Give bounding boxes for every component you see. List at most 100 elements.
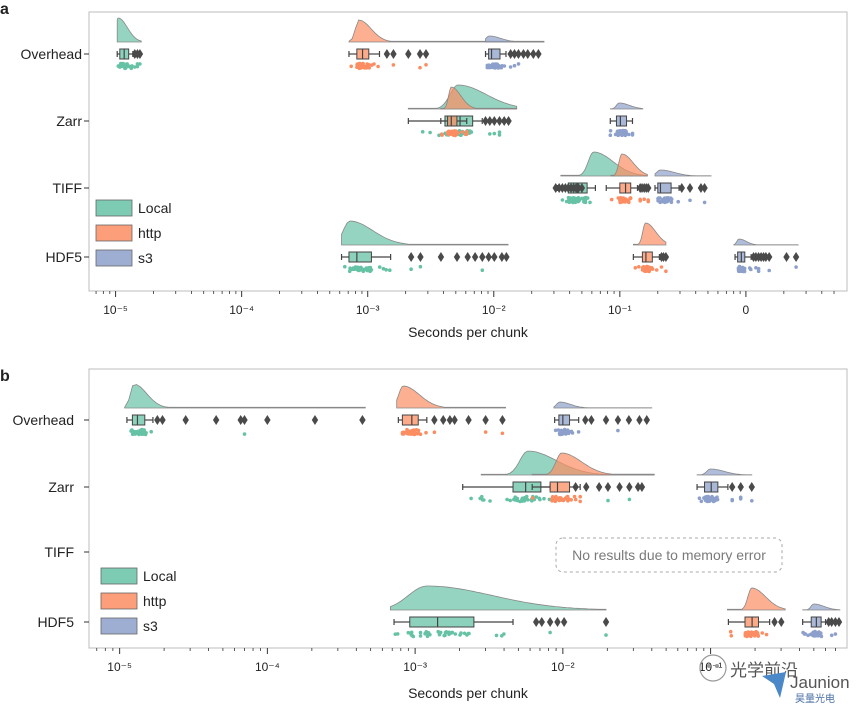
rain-point [609,197,614,202]
group-zarr-s3 [696,468,755,504]
rain-point [347,269,352,274]
rain-point [560,198,565,202]
rain-point [508,498,512,503]
rain-point [760,631,765,635]
rain-point [482,498,486,502]
rain-point [560,432,564,436]
plot-frame [88,368,848,649]
rain-point [358,62,362,66]
legend-label: Local [138,200,171,216]
group-hdf5-local [390,585,610,639]
outlier-point [602,617,610,627]
outlier-point [643,415,650,425]
legend-label: http [138,225,162,241]
x-tick-label: 10⁻² [482,303,506,317]
rain-point [460,130,465,134]
watermark-eye [707,664,711,668]
rain-point [627,497,632,502]
rain-point [452,132,456,136]
group-overhead-s3 [484,35,545,70]
rain-point [444,630,449,634]
density-cloud [733,238,799,246]
rain-point [756,633,760,637]
outlier-point [359,415,366,425]
outlier-point [465,415,472,425]
rain-point [643,269,648,274]
outlier-point [507,49,514,59]
rain-point [542,496,546,501]
group-hdf5-s3 [733,238,800,274]
group-hdf5-local [340,220,510,274]
rain-point [737,268,742,272]
outlier-point [237,415,244,425]
rain-point [664,269,668,274]
annotation-box [555,537,783,573]
rain-point [767,268,771,273]
box [131,414,146,426]
rain-point [502,64,507,68]
density-cloud [696,468,753,476]
panel-letter: b [0,368,10,385]
rain-point [756,266,761,271]
rain-point [578,499,582,504]
outlier-point [496,116,503,126]
rain-point [537,496,541,501]
rain-point [424,63,428,67]
rain-point [567,197,571,202]
outlier-point [437,252,445,262]
outlier-point [471,252,479,262]
rain-point [740,268,745,272]
rain-point [756,269,761,274]
rain-point [520,496,525,501]
rain-point [480,494,484,499]
outlier-point [311,415,319,425]
rain-point [555,497,560,502]
rain-point [553,428,558,433]
rain-point [571,200,575,205]
box [409,616,475,628]
rain-point [497,130,502,134]
rain-point [608,129,613,133]
x-tick-label: 10⁻⁴ [229,303,254,317]
outlier-point [634,482,642,492]
rain-point [118,62,123,67]
rain-point [129,429,133,433]
rain-point [764,632,769,637]
rain-point [361,269,366,274]
rain-point [620,131,624,136]
rain-point [488,132,492,136]
outlier-point [154,415,161,425]
legend-swatch [100,617,138,635]
rain-point [588,200,592,205]
rain-point [133,65,137,69]
rain-point [495,62,500,67]
box [447,115,458,127]
brand-logo-icon [762,672,786,698]
rain-point [418,630,423,635]
outlier-point [446,415,454,425]
outlier-point [638,482,646,492]
rain-point [436,629,441,634]
plot-frame [88,11,848,292]
panel-b: bOverheadZarrTIFFHDF510⁻⁵10⁻⁴10⁻³10⁻²10⁻… [0,368,848,701]
outlier-point [383,49,391,59]
outlier-point [678,183,685,193]
rain-point [697,496,702,501]
outlier-point [602,415,610,425]
outlier-point [555,183,563,193]
outlier-point [241,415,248,425]
rain-point [569,498,573,502]
rain-point [432,430,437,435]
outlier-point [503,252,510,262]
rain-point [137,430,141,434]
rain-point [480,268,485,273]
rain-point [412,432,417,437]
density-cloud [390,585,607,611]
outlier-point [431,415,438,425]
rain-point [454,131,459,136]
rain-point [814,633,819,638]
rain-point [135,62,140,66]
rain-point [355,265,360,270]
outlier-point [520,49,527,59]
